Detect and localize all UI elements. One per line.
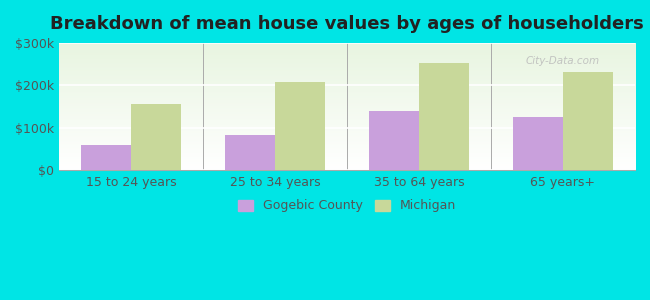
Text: City-Data.com: City-Data.com (526, 56, 600, 66)
Bar (225, 135, 275, 170)
Bar (275, 82, 326, 170)
Title: Breakdown of mean house values by ages of householders: Breakdown of mean house values by ages o… (50, 15, 644, 33)
Bar (131, 104, 181, 170)
Bar (369, 111, 419, 170)
Legend: Gogebic County, Michigan: Gogebic County, Michigan (233, 194, 462, 218)
Bar (81, 145, 131, 170)
Bar (513, 117, 563, 170)
Bar (419, 63, 469, 170)
Bar (563, 72, 614, 170)
